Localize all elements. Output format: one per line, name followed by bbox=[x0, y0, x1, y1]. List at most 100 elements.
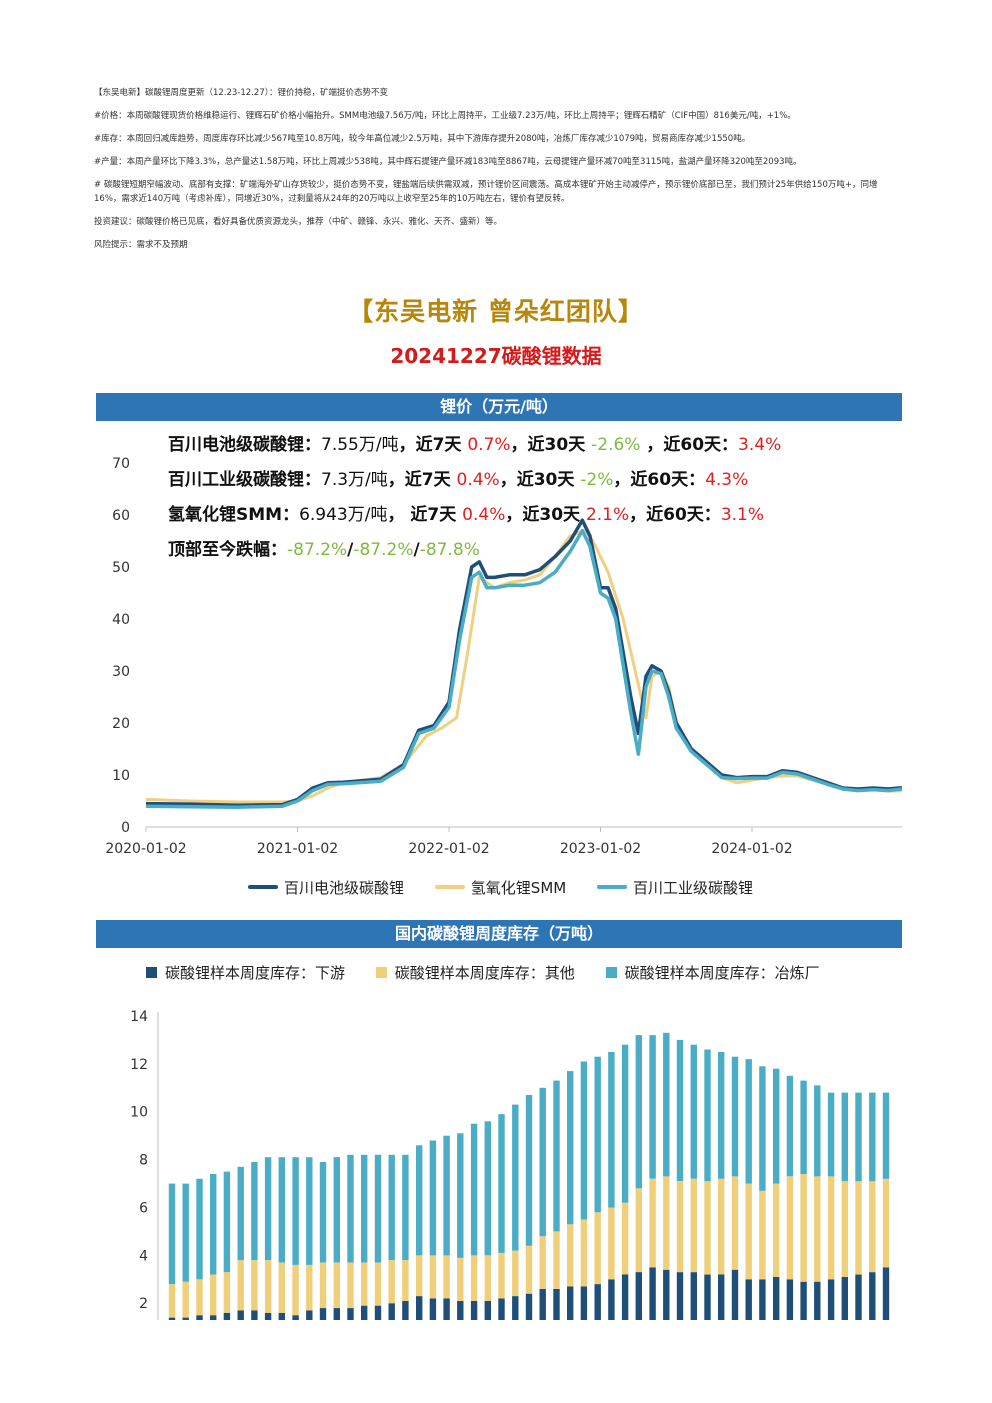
bar-segment-downstream bbox=[512, 1296, 519, 1320]
hydroxide-30d-change: 2.1% bbox=[585, 505, 630, 525]
industrial-7d-change: 0.4% bbox=[456, 470, 500, 490]
bar-segment-smelter bbox=[594, 1056, 601, 1213]
bar-segment-downstream bbox=[855, 1274, 862, 1320]
bar-segment-other bbox=[333, 1262, 340, 1309]
y-tick-label: 2 bbox=[139, 1296, 148, 1312]
bar-segment-smelter bbox=[580, 1061, 588, 1220]
bar-segment-other bbox=[347, 1262, 354, 1309]
bar-segment-other bbox=[196, 1279, 203, 1316]
stats-row-hydroxide: 氢氧化锂SMM：6.943万/吨， 近7天 0.4%，近30天 2.1%，近60… bbox=[168, 505, 765, 525]
bar-segment-downstream bbox=[264, 1312, 272, 1320]
note-headline: 【东吴电新】碳酸锂周度更新（12.23-12.27）：锂价持稳，矿端挺价态势不变 bbox=[94, 88, 388, 98]
bar-segment-downstream bbox=[553, 1288, 560, 1320]
bar-segment-downstream bbox=[237, 1310, 244, 1320]
bar-segment-downstream bbox=[457, 1300, 464, 1320]
bar-segment-other bbox=[773, 1183, 780, 1277]
bar-segment-smelter bbox=[251, 1162, 258, 1261]
y-tick-label: 8 bbox=[139, 1153, 148, 1169]
bar-segment-other bbox=[663, 1176, 670, 1270]
legend-item-industrial: 百川工业级碳酸锂 bbox=[596, 877, 753, 898]
bar-segment-other bbox=[278, 1262, 285, 1313]
y-tick-label: 12 bbox=[130, 1057, 148, 1073]
bar-segment-smelter bbox=[773, 1068, 780, 1184]
bar-segment-other bbox=[429, 1255, 437, 1299]
bar-segment-downstream bbox=[882, 1267, 890, 1320]
legend-swatch bbox=[605, 967, 617, 978]
bar-segment-smelter bbox=[429, 1140, 437, 1256]
bar-segment-smelter bbox=[416, 1145, 423, 1256]
battery-30d-change: -2.6% bbox=[591, 435, 641, 455]
bar-segment-smelter bbox=[841, 1092, 848, 1182]
bar-segment-downstream bbox=[690, 1272, 697, 1320]
bar-segment-downstream bbox=[539, 1288, 546, 1320]
price-stats: 百川电池级碳酸锂：7.55万/吨，近7天 0.7%，近30天 -2.6% ，近6… bbox=[168, 428, 781, 568]
bar-segment-other bbox=[264, 1260, 272, 1313]
bar-segment-downstream bbox=[196, 1315, 203, 1320]
y-tick-label: 70 bbox=[112, 456, 130, 472]
y-tick-label: 60 bbox=[112, 508, 130, 524]
legend-item-hydroxide: 氢氧化锂SMM bbox=[434, 877, 566, 898]
bar-segment-other bbox=[374, 1262, 382, 1306]
bar-segment-smelter bbox=[553, 1080, 560, 1232]
bar-segment-smelter bbox=[264, 1157, 272, 1261]
bar-segment-downstream bbox=[745, 1279, 752, 1320]
legend-swatch bbox=[596, 885, 627, 889]
bar-segment-smelter bbox=[388, 1154, 395, 1261]
bar-segment-smelter bbox=[718, 1051, 725, 1179]
bar-segment-other bbox=[786, 1176, 794, 1280]
bar-segment-other bbox=[539, 1236, 546, 1289]
bar-segment-smelter bbox=[182, 1183, 189, 1282]
bar-segment-other bbox=[745, 1183, 752, 1280]
bar-segment-smelter bbox=[800, 1080, 807, 1174]
bar-segment-downstream bbox=[635, 1272, 642, 1320]
legend-item-other: 碳酸锂样本周度库存：其他 bbox=[375, 962, 575, 983]
note-investment-advice: 投资建议：碳酸锂价格已见底，看好具备优质资源龙头，推荐（中矿、赣锋、永兴、雅化、… bbox=[94, 217, 503, 227]
y-tick-label: 30 bbox=[112, 664, 130, 680]
bar-segment-downstream bbox=[704, 1274, 711, 1320]
bar-segment-other bbox=[319, 1262, 327, 1309]
bar-segment-downstream bbox=[525, 1293, 533, 1320]
bar-segment-other bbox=[470, 1255, 478, 1301]
bar-segment-downstream bbox=[429, 1298, 437, 1320]
bar-segment-downstream bbox=[841, 1276, 848, 1320]
bar-segment-smelter bbox=[663, 1032, 670, 1177]
x-tick-label: 2021-01-02 bbox=[257, 841, 338, 857]
bar-segment-other bbox=[525, 1245, 533, 1294]
stats-row-industrial: 百川工业级碳酸锂：7.3万/吨，近7天 0.4%，近30天 -2%，近60天：4… bbox=[168, 470, 749, 490]
bar-segment-other bbox=[484, 1255, 491, 1301]
bar-segment-other bbox=[210, 1274, 217, 1316]
bar-segment-downstream bbox=[759, 1279, 766, 1320]
bar-segment-downstream bbox=[649, 1267, 656, 1320]
bar-segment-smelter bbox=[525, 1095, 533, 1246]
bar-segment-smelter bbox=[814, 1085, 821, 1177]
bar-segment-smelter bbox=[457, 1133, 464, 1258]
bar-segment-smelter bbox=[745, 1059, 752, 1184]
legend-item-battery: 百川电池级碳酸锂 bbox=[248, 877, 404, 898]
bar-segment-smelter bbox=[869, 1092, 876, 1182]
bar-segment-smelter bbox=[470, 1123, 478, 1256]
battery-7d-change: 0.7% bbox=[467, 435, 511, 455]
bar-segment-other bbox=[182, 1281, 189, 1318]
y-tick-label: 14 bbox=[130, 1009, 148, 1025]
bar-segment-other bbox=[814, 1176, 821, 1282]
battery-60d-change: 3.4% bbox=[738, 435, 782, 455]
bar-segment-smelter bbox=[402, 1154, 409, 1261]
bar-segment-smelter bbox=[278, 1157, 285, 1263]
hydroxide-7d-change: 0.4% bbox=[462, 505, 506, 525]
note-outlook: # 碳酸锂短期窄幅波动、底部有支撑：矿端海外矿山存货较少，挺价态势不变，锂盐端后… bbox=[94, 180, 878, 204]
inventory-section-banner: 国内碳酸锂周度库存（万吨） bbox=[96, 920, 902, 948]
bar-segment-smelter bbox=[498, 1114, 505, 1253]
bar-segment-downstream bbox=[484, 1300, 491, 1320]
bar-segment-other bbox=[690, 1178, 697, 1273]
bar-segment-downstream bbox=[347, 1308, 354, 1320]
bar-segment-downstream bbox=[869, 1272, 876, 1320]
bar-segment-smelter bbox=[292, 1157, 299, 1265]
bar-segment-smelter bbox=[827, 1092, 835, 1177]
bar-segment-smelter bbox=[759, 1066, 766, 1191]
legend-swatch bbox=[146, 967, 157, 978]
y-tick-label: 10 bbox=[130, 1105, 148, 1121]
bar-segment-other bbox=[731, 1176, 739, 1270]
bar-segment-other bbox=[553, 1231, 560, 1289]
bar-segment-downstream bbox=[676, 1272, 684, 1320]
bar-segment-other bbox=[882, 1178, 890, 1268]
